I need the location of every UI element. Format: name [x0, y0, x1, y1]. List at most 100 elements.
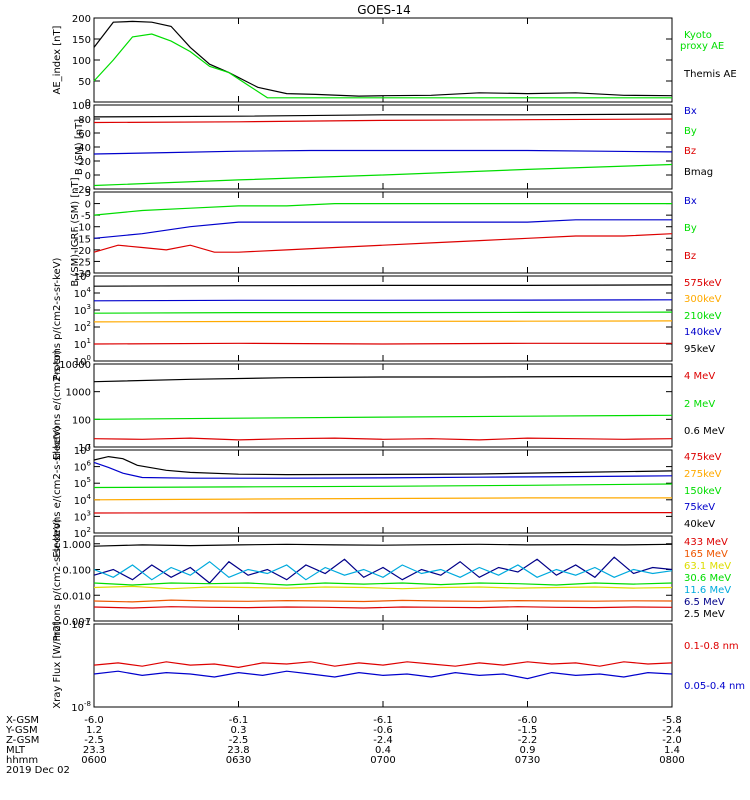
series-line-95kev [93, 284, 673, 287]
legend-entry: Bmag [684, 167, 713, 178]
y-tick-label: 105 [74, 269, 91, 283]
footer-cell: 0.9 [520, 745, 536, 756]
legend-entry: Themis AE [683, 69, 737, 80]
chart-title: GOES-14 [357, 3, 411, 17]
footer-cell: 0730 [515, 755, 540, 766]
y-tick-label: 102 [74, 526, 91, 540]
y-tick-label: 0.010 [62, 591, 91, 602]
y-tick-label: 0.100 [62, 566, 91, 577]
legend-entry: 433 MeV [684, 537, 728, 548]
y-tick-label: 103 [74, 303, 91, 317]
panel-frame [93, 17, 673, 103]
series-line-bz [93, 233, 673, 253]
y-tick-label: 40 [78, 143, 91, 154]
legend-entry: 11.6 MeV [684, 585, 731, 596]
y-tick-label: 0.001 [62, 617, 91, 628]
y-tick-label: 10 [78, 443, 91, 454]
y-tick-label: 10-7 [71, 617, 91, 631]
legend-entry: 2.5 MeV [684, 609, 725, 620]
footer-cell: 23.8 [227, 745, 249, 756]
footer-cell: -2.0 [662, 735, 682, 746]
footer-row-label: hhmm [6, 755, 38, 766]
series-line-11-6-mev [93, 560, 673, 581]
y-tick-label: 102 [74, 320, 91, 334]
y-tick-label: 1.000 [62, 540, 91, 551]
panel-2: -20 0 20 40 60 80 100 B (SM) [nT] Bx By Bz Bmag [72, 101, 713, 196]
footer-cell: 1.4 [664, 745, 680, 756]
series-line-6-5-mev [93, 556, 673, 584]
series-line-210kev [93, 311, 673, 314]
y-axis-label: Xray Flux [W/m2] [52, 621, 63, 708]
footer-cell: 0.3 [231, 725, 247, 736]
legend-entry: 575keV [684, 278, 722, 289]
footer-cell: -2.2 [518, 735, 538, 746]
y-tick-label: -5 [81, 211, 91, 222]
footer-cell: 23.3 [83, 745, 105, 756]
series-line-kyoto-proxy-ae [93, 33, 672, 99]
footer-cell: -6.1 [373, 715, 393, 726]
panel-8: 10-8 10-7 Xray Flux [W/m2] 0.1-0.8 nm 0.05-0… [52, 617, 745, 714]
series-line-150kev [93, 483, 673, 489]
series-line-themis-ae [93, 20, 673, 97]
footer-cell: -6.0 [518, 715, 538, 726]
series-line-433-mev [93, 606, 673, 609]
series-line-bmag [93, 113, 673, 118]
legend-entry: 40keV [684, 519, 715, 530]
y-axis-label: Electrons e/(cm2-s-sr-keV) [52, 426, 63, 558]
footer-cell: -5.8 [662, 715, 682, 726]
y-tick-label: 5 [85, 188, 91, 199]
series-line-2-5-mev [93, 543, 673, 547]
legend-entry: 95keV [684, 344, 715, 355]
legend-entry: 0.05-0.4 nm [684, 681, 745, 692]
legend-entry: Bx [684, 196, 697, 207]
y-tick-label: 101 [74, 337, 91, 351]
legend-entry: 63.1 MeV [684, 561, 731, 572]
series-line-0-1-0-8-nm [93, 661, 673, 669]
legend-entry: 300keV [684, 294, 722, 305]
y-axis-label: B (SM)-IGRF (SM) [nT] [70, 177, 81, 286]
footer-row-label: MLT [6, 745, 26, 756]
series-line-300kev [93, 320, 673, 323]
series-line-63-1-mev [93, 585, 673, 590]
footer-cell: 1.2 [86, 725, 102, 736]
y-tick-label: 100 [72, 415, 91, 426]
y-tick-label: 105 [74, 476, 91, 490]
y-tick-label: 60 [78, 129, 91, 140]
legend-entry: Bz [684, 146, 696, 157]
series-line-575kev [93, 342, 672, 345]
footer-cell: 0600 [81, 755, 106, 766]
legend-entry: 75keV [684, 502, 715, 513]
legend-entry: Bx [684, 106, 697, 117]
y-tick-label: 80 [78, 115, 91, 126]
y-tick-label: -20 [75, 246, 91, 257]
panel-frame [93, 104, 673, 190]
series-line-bx [93, 219, 672, 239]
series-line-0-6-mev [93, 376, 672, 383]
legend-entry: 275keV [684, 469, 722, 480]
series-line-bx [93, 149, 673, 155]
y-tick-label: -10 [75, 223, 91, 234]
y-tick-label: 200 [72, 14, 91, 25]
legend-entry: 0.1-0.8 nm [684, 641, 739, 652]
series-line-275kev [93, 497, 672, 501]
series-line-40kev [93, 455, 673, 476]
y-axis-label: B (SM) [nT] [74, 119, 85, 175]
footer-cell: -6.1 [229, 715, 249, 726]
legend-entry: 165 MeV [684, 549, 728, 560]
legend-entry: 210keV [684, 311, 722, 322]
panel-frame [93, 535, 673, 622]
y-tick-label: 100 [72, 56, 91, 67]
footer-cell: -2.5 [229, 735, 249, 746]
series-line-bz [93, 118, 673, 124]
legend-entry: 6.5 MeV [684, 597, 725, 608]
y-tick-label: 10-8 [71, 700, 91, 714]
footer-date: 2019 Dec 02 [6, 765, 70, 776]
legend-entry: By [684, 126, 697, 137]
